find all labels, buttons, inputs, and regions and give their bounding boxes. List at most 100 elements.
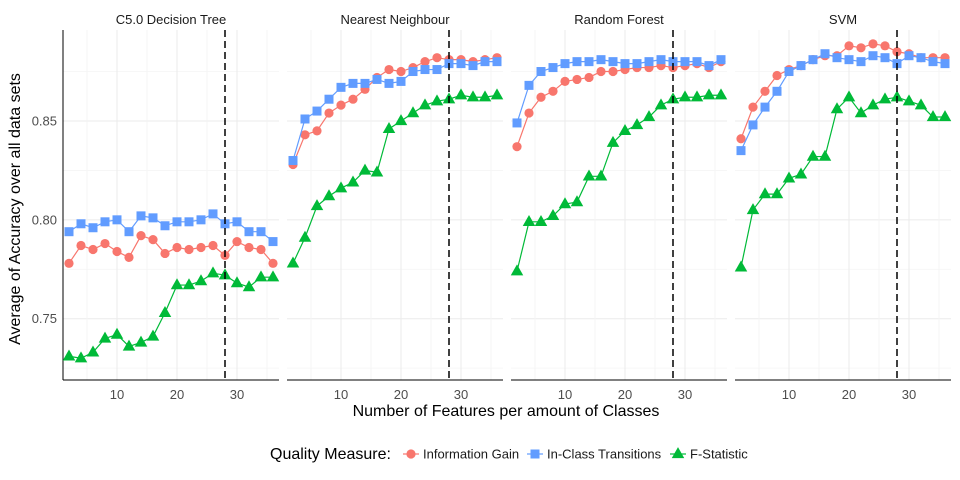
- x-tick-label: 30: [230, 387, 244, 402]
- data-point: [596, 55, 606, 65]
- data-point: [690, 90, 704, 102]
- data-point: [680, 57, 690, 67]
- data-point: [348, 78, 358, 88]
- series-line: [740, 96, 945, 268]
- data-point: [784, 67, 794, 77]
- series-f-statistic: [62, 266, 280, 363]
- data-point: [112, 215, 122, 225]
- data-point: [268, 237, 278, 247]
- data-point: [668, 57, 678, 67]
- y-tick-label: 0.75: [32, 311, 57, 326]
- data-point: [654, 98, 668, 110]
- data-point: [454, 88, 468, 100]
- data-point: [196, 215, 206, 225]
- data-point: [772, 86, 782, 96]
- data-point: [88, 244, 98, 255]
- data-point: [904, 51, 914, 61]
- data-point: [548, 86, 558, 96]
- data-point: [312, 106, 322, 116]
- data-point: [76, 240, 86, 251]
- data-point: [914, 98, 928, 110]
- data-point: [618, 124, 632, 136]
- series-information-gain: [64, 231, 278, 268]
- data-point: [940, 59, 950, 69]
- data-point: [300, 114, 310, 124]
- panel-title: SVM: [829, 12, 857, 27]
- data-point: [456, 59, 466, 69]
- data-point: [582, 169, 596, 181]
- data-point: [818, 149, 832, 161]
- data-point: [420, 57, 430, 67]
- grid: [511, 30, 727, 380]
- data-point: [432, 65, 442, 75]
- data-point: [560, 76, 570, 87]
- x-tick-label: 20: [842, 387, 856, 402]
- data-point: [512, 142, 522, 152]
- legend-key-marker: [530, 449, 540, 459]
- data-point: [194, 274, 208, 286]
- data-point: [310, 199, 324, 211]
- data-point: [748, 120, 758, 130]
- data-point: [644, 57, 654, 67]
- data-point: [122, 339, 136, 351]
- data-point: [86, 345, 100, 357]
- data-point: [406, 106, 420, 118]
- data-point: [512, 118, 522, 128]
- x-tick-label: 30: [902, 387, 916, 402]
- data-point: [160, 248, 170, 259]
- data-point: [632, 59, 642, 69]
- data-point: [382, 122, 396, 134]
- data-point: [620, 59, 630, 69]
- data-point: [384, 64, 394, 75]
- data-point: [336, 82, 346, 92]
- data-point: [468, 61, 478, 71]
- legend-item-in-class-transitions: In-Class Transitions: [527, 447, 662, 462]
- data-point: [878, 92, 892, 104]
- data-point: [148, 235, 158, 245]
- data-point: [266, 270, 280, 282]
- data-point: [124, 227, 134, 237]
- data-point: [76, 219, 86, 229]
- series-line: [292, 61, 497, 161]
- data-point: [230, 276, 244, 288]
- y-tick-label: 0.80: [32, 212, 57, 227]
- y-tick-label: 0.85: [32, 113, 57, 128]
- data-point: [806, 149, 820, 161]
- legend: Quality Measure: Information Gain In-Clas…: [270, 446, 748, 463]
- x-tick-label: 20: [394, 387, 408, 402]
- data-point: [736, 146, 746, 156]
- data-point: [244, 242, 254, 253]
- data-point: [110, 327, 124, 339]
- series-f-statistic: [734, 90, 952, 272]
- data-point: [322, 189, 336, 201]
- data-point: [134, 335, 148, 347]
- x-tick-label: 10: [110, 387, 124, 402]
- series-in-class-transitions: [288, 57, 502, 166]
- data-point: [268, 258, 278, 268]
- series-line: [516, 59, 722, 124]
- data-point: [714, 88, 728, 100]
- data-point: [536, 67, 546, 77]
- series-f-statistic: [510, 88, 728, 276]
- x-tick-label: 10: [558, 387, 572, 402]
- data-point: [358, 163, 372, 175]
- series-line: [740, 53, 946, 151]
- data-point: [830, 102, 844, 114]
- data-point: [288, 156, 298, 166]
- data-point: [692, 57, 702, 67]
- data-point: [208, 209, 218, 219]
- data-point: [334, 181, 348, 193]
- data-point: [148, 213, 158, 223]
- series-in-class-transitions: [512, 55, 726, 128]
- data-point: [430, 94, 444, 106]
- legend-item-f-statistic: F-Statistic: [670, 447, 748, 462]
- data-point: [760, 86, 770, 96]
- legend-label: Information Gain: [423, 447, 519, 462]
- data-point: [522, 214, 536, 226]
- x-tick-label: 20: [170, 387, 184, 402]
- data-point: [596, 66, 606, 77]
- data-point: [324, 108, 334, 118]
- data-point: [794, 167, 808, 179]
- data-point: [560, 59, 570, 69]
